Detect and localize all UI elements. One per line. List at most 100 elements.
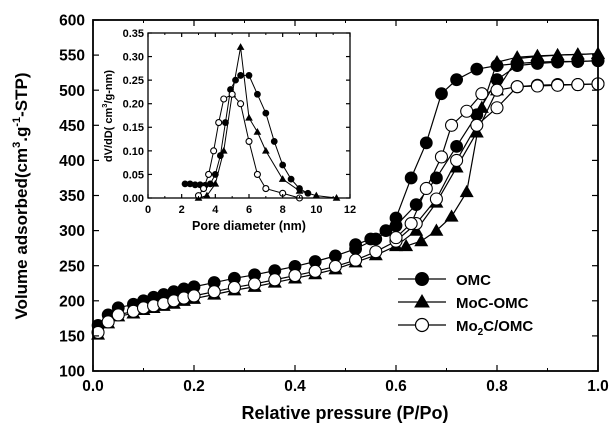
legend-item-mo2c-omc: Mo2C/OMC [398, 317, 533, 338]
inset-y-tick-label: 0.25 [123, 75, 144, 87]
main-y-tick-label: 550 [59, 48, 85, 65]
main-series-2-desorption-point [551, 78, 565, 92]
main-series-2-adsorption-point [268, 273, 282, 287]
inset-series-2-point [210, 147, 218, 155]
legend-label-mo2c-omc: Mo2C/OMC [456, 318, 533, 338]
main-y-title-sup: 3 [11, 142, 23, 148]
main-series-2-adsorption-point [328, 259, 342, 273]
main-series-0-desorption-point [435, 87, 448, 101]
main-series-0-desorption-point [349, 238, 363, 252]
main-series-layer [91, 46, 605, 340]
main-x-tick-label: 0.4 [284, 378, 306, 395]
inset-series-1-point [236, 43, 245, 50]
inset-series-2-point [245, 137, 253, 145]
legend-label-mo2c-part: Mo [456, 318, 478, 335]
main-series-2-adsorption-point [349, 253, 363, 267]
main-series-0-desorption-point [389, 211, 403, 225]
inset-series-2-point [220, 95, 228, 103]
inset-series-0-point [216, 152, 224, 159]
main-chart: 0.0 0.2 0.4 0.6 0.8 1.01001502002503003504004… [11, 13, 609, 423]
main-series-2-desorption-point [444, 118, 459, 132]
main-series-0-desorption-point [419, 136, 433, 150]
main-series-2-adsorption-point [111, 308, 125, 322]
main-series-2-adsorption-point [187, 289, 201, 303]
inset-y-title-part: /g-nm) [103, 70, 115, 104]
inset-series-1-point [261, 146, 270, 154]
inset-series-2-point [228, 90, 236, 98]
inset-y-tick-label: 0.30 [123, 52, 144, 64]
main-y-tick-label: 400 [59, 153, 85, 170]
legend-item-omc: OMC [398, 272, 491, 289]
main-series-1-desorption-point [510, 50, 525, 63]
main-x-tick-label: 0.2 [183, 378, 205, 395]
legend-marker-filled-triangle [414, 294, 430, 308]
inset-x-tick-label: 12 [344, 204, 356, 216]
inset-ticks: 0 2 4 6 8 10 12 0.00 0.05 0.10 0.15 0.20 0.25 0.30 0.3… [123, 28, 357, 216]
inset-x-tick-label: 6 [246, 204, 252, 216]
main-series-0-desorption-point [364, 232, 378, 246]
main-x-tick-label: 0.0 [82, 378, 104, 395]
legend-label-moc-omc: MoC-OMC [456, 295, 529, 312]
inset-y-title-sup: 3 [100, 104, 109, 108]
legend-label-mo2c-sub: 2 [478, 327, 484, 338]
main-series-1-desorption-point [570, 47, 585, 60]
main-series-2-desorption-point [490, 83, 504, 97]
main-series-0-desorption-point [450, 73, 464, 87]
main-y-title-part: .g [12, 127, 31, 142]
inset-series-0-point [270, 138, 278, 145]
main-series-2-desorption-point [460, 104, 474, 118]
inset-y-tick-label: 0.00 [123, 193, 144, 205]
legend-label-omc: OMC [456, 272, 491, 289]
inset-y-title-part: dV/dD( cm [103, 107, 115, 162]
main-series-1-desorption-point [459, 184, 474, 198]
inset-x-tick-label: 2 [179, 204, 185, 216]
main-series-2-desorption-point [404, 217, 418, 231]
main-series-1-desorption-point [550, 47, 565, 61]
inset-chart: 0 2 4 6 8 10 12 0.00 0.05 0.10 0.15 0.20 0.25 0.30 0.3… [100, 28, 356, 233]
inset-series-0-point [254, 90, 261, 98]
main-series-2-adsorption-point [207, 285, 221, 299]
main-series-1-desorption-point [530, 48, 545, 61]
main-series-2-adsorption-point [490, 101, 504, 115]
main-series-2-adsorption-point [101, 315, 115, 329]
main-series-2-adsorption-point [429, 192, 443, 206]
inset-series-0-point [232, 76, 239, 84]
main-series-2-desorption-point [530, 79, 544, 93]
main-y-axis-title: Volume adsorbed(cm3.g-1-STP) [11, 72, 31, 319]
main-y-tick-label: 600 [59, 13, 85, 30]
inset-series-1-point [295, 186, 304, 194]
main-series-2-adsorption-point [227, 280, 241, 295]
inset-series-2-point [262, 185, 270, 193]
main-series-1-desorption-point [414, 234, 429, 247]
main-y-tick-label: 100 [59, 364, 85, 381]
main-series-2-desorption-point [571, 78, 585, 92]
legend-marker-open-circle [414, 317, 430, 333]
legend: OMC MoC-OMC Mo2C/OMC [398, 272, 533, 338]
main-ticks: 0.0 0.2 0.4 0.6 0.8 1.01001502002503003504004… [59, 13, 609, 395]
main-series-2-adsorption-point [288, 268, 302, 283]
main-series-2-desorption-point [510, 80, 524, 94]
main-series-2-desorption-point [389, 231, 403, 245]
inset-y-tick-label: 0.15 [123, 122, 144, 134]
main-y-tick-label: 300 [59, 223, 85, 240]
inset-series-1-point [211, 179, 220, 187]
main-series-1-desorption-point [429, 223, 444, 236]
inset-x-tick-label: 0 [145, 204, 151, 216]
inset-series-0-point [222, 119, 229, 126]
main-y-tick-label: 500 [59, 83, 85, 100]
inset-y-axis-title: dV/dD( cm3/g-nm) [100, 70, 115, 163]
main-series-0-desorption-point [470, 62, 484, 76]
inset-y-tick-label: 0.35 [123, 28, 144, 40]
inset-series-1-point [253, 128, 262, 135]
inset-series-0-point [304, 189, 312, 197]
inset-x-axis-title: Pore diameter (nm) [192, 219, 306, 233]
main-series-0-desorption-point [404, 171, 418, 185]
main-y-title-part: Volume adsorbed(cm [12, 148, 31, 320]
inset-series-0-point [211, 171, 219, 178]
inset-series-0-point [245, 72, 253, 79]
inset-series-0-point [237, 72, 244, 79]
main-x-tick-label: 1.0 [587, 378, 609, 395]
legend-marker-filled-circle [415, 272, 429, 286]
inset-series-2-point [237, 100, 245, 108]
main-y-tick-label: 450 [59, 118, 85, 135]
